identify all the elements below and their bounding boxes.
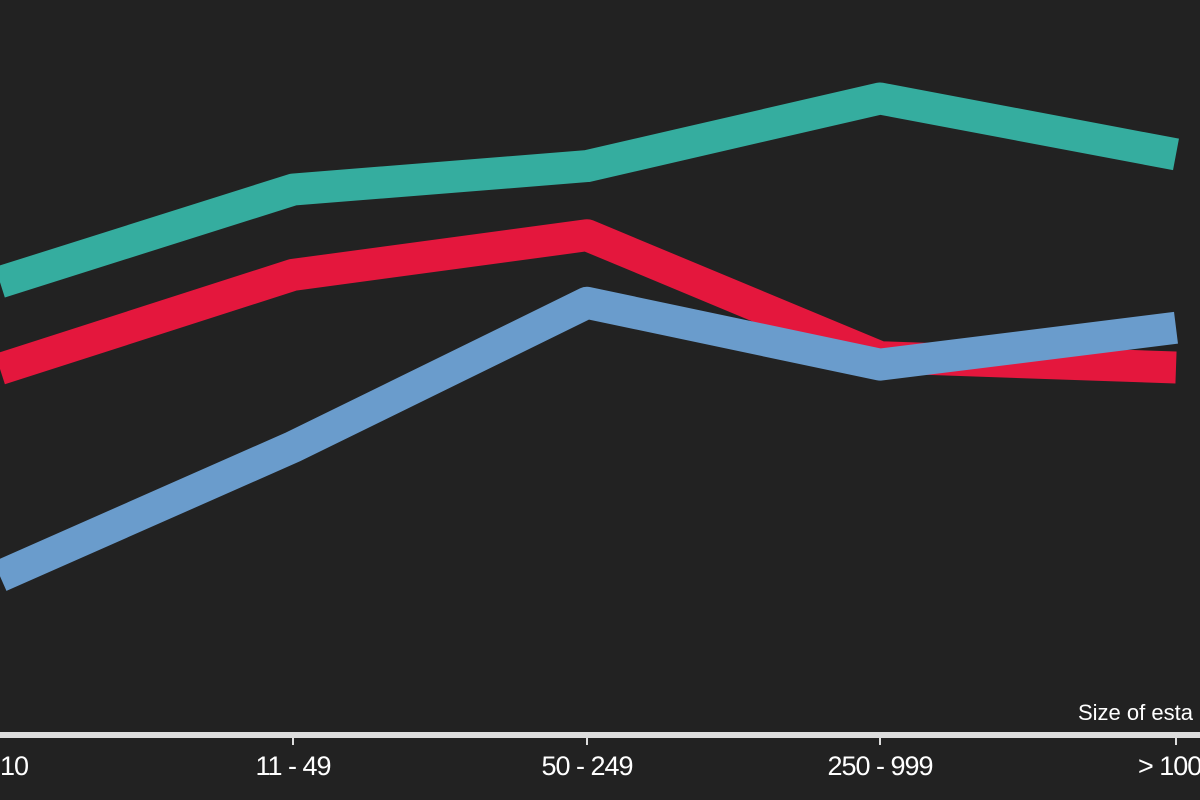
x-tick-label-2: 11 - 49 [255,751,330,781]
x-tick-label-1: 10 [0,751,28,781]
x-tick-label-3: 50 - 249 [541,751,632,781]
tick-layer: 10 11 - 49 50 - 249 250 - 999 > 100 [0,735,1200,781]
series-layer [0,82,1179,591]
series-line-1 [0,82,1179,298]
x-axis-title: Size of esta [1078,700,1194,725]
x-tick-label-5: > 100 [1138,751,1200,781]
x-tick-label-4: 250 - 999 [827,751,932,781]
series-line-3 [0,286,1178,591]
